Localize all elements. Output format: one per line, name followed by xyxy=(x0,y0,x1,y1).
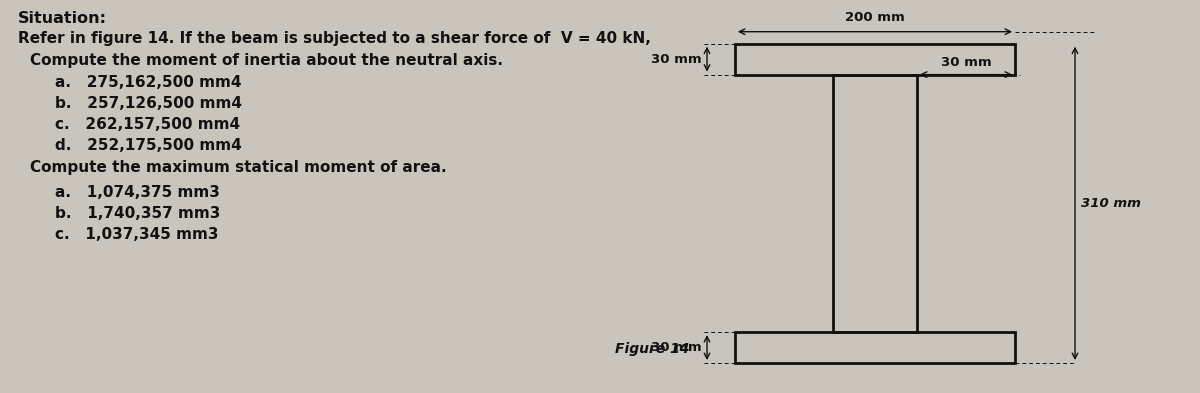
Text: 30 mm: 30 mm xyxy=(652,341,702,354)
Bar xyxy=(734,44,1015,75)
Text: d.   252,175,500 mm4: d. 252,175,500 mm4 xyxy=(55,138,241,153)
Text: 310 mm: 310 mm xyxy=(1081,197,1141,210)
Text: c.   262,157,500 mm4: c. 262,157,500 mm4 xyxy=(55,117,240,132)
Text: a.   1,074,375 mm3: a. 1,074,375 mm3 xyxy=(55,185,220,200)
Text: a.   275,162,500 mm4: a. 275,162,500 mm4 xyxy=(55,75,241,90)
Text: 30 mm: 30 mm xyxy=(652,53,702,66)
Text: c.   1,037,345 mm3: c. 1,037,345 mm3 xyxy=(55,227,218,242)
Bar xyxy=(833,75,917,332)
Text: 200 mm: 200 mm xyxy=(845,11,905,24)
Text: b.   1,740,357 mm3: b. 1,740,357 mm3 xyxy=(55,206,221,221)
Text: Situation:: Situation: xyxy=(18,11,107,26)
Text: 30 mm: 30 mm xyxy=(941,55,991,69)
Text: Compute the moment of inertia about the neutral axis.: Compute the moment of inertia about the … xyxy=(30,53,503,68)
Text: Compute the maximum statical moment of area.: Compute the maximum statical moment of a… xyxy=(30,160,446,175)
Text: Refer in figure 14. If the beam is subjected to a shear force of  V = 40 kN,: Refer in figure 14. If the beam is subje… xyxy=(18,31,650,46)
Text: Figure 14: Figure 14 xyxy=(616,342,689,356)
Text: b.   257,126,500 mm4: b. 257,126,500 mm4 xyxy=(55,96,242,111)
Bar xyxy=(734,332,1015,363)
